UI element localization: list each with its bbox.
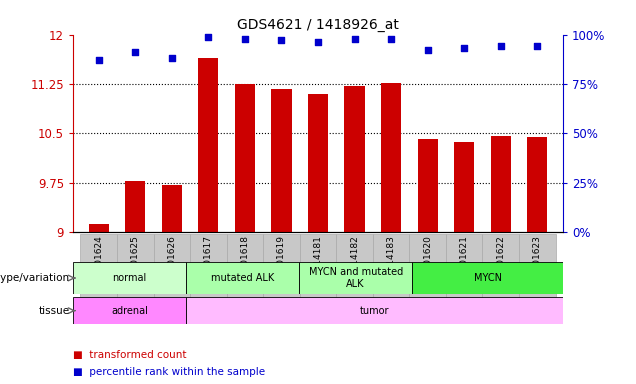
Bar [186, 297, 563, 324]
Bar [153, 234, 190, 315]
Bar [345, 86, 364, 232]
Bar [272, 89, 291, 232]
Point [313, 40, 323, 46]
Point [93, 57, 104, 63]
Bar [381, 83, 401, 232]
Point [532, 43, 543, 50]
Text: MYCN and mutated
ALK: MYCN and mutated ALK [308, 267, 403, 289]
Point [495, 43, 506, 50]
Point [386, 35, 396, 41]
Point [204, 33, 214, 40]
Bar [263, 234, 300, 315]
Bar [491, 136, 511, 232]
Bar [308, 94, 328, 232]
Point [349, 35, 359, 41]
Text: ■  transformed count: ■ transformed count [73, 350, 186, 360]
Point [277, 37, 287, 43]
Bar [483, 234, 519, 315]
Point [422, 47, 432, 53]
Bar [88, 224, 109, 232]
Bar [198, 58, 218, 232]
Point [459, 45, 469, 51]
Text: MYCN: MYCN [474, 273, 502, 283]
Point [130, 49, 141, 55]
Bar [162, 185, 182, 232]
Bar [412, 262, 563, 294]
Bar [299, 262, 412, 294]
Bar [125, 181, 145, 232]
Text: tissue: tissue [39, 306, 70, 316]
Text: ■  percentile rank within the sample: ■ percentile rank within the sample [73, 367, 265, 377]
Bar [117, 234, 153, 315]
Bar [190, 234, 226, 315]
Bar [73, 297, 186, 324]
Bar [73, 262, 186, 294]
Point [167, 55, 177, 61]
Text: normal: normal [113, 273, 147, 283]
Bar [186, 262, 299, 294]
Bar [80, 234, 117, 315]
Text: genotype/variation: genotype/variation [0, 273, 70, 283]
Text: adrenal: adrenal [111, 306, 148, 316]
Bar [446, 234, 483, 315]
Bar [226, 234, 263, 315]
Bar [336, 234, 373, 315]
Bar [410, 234, 446, 315]
Title: GDS4621 / 1418926_at: GDS4621 / 1418926_at [237, 18, 399, 32]
Point [240, 35, 250, 41]
Bar [235, 84, 255, 232]
Bar [454, 142, 474, 232]
Text: mutated ALK: mutated ALK [211, 273, 274, 283]
Bar [418, 139, 438, 232]
Bar [300, 234, 336, 315]
Text: tumor: tumor [360, 306, 389, 316]
Bar [527, 137, 548, 232]
Bar [519, 234, 556, 315]
Bar [373, 234, 410, 315]
